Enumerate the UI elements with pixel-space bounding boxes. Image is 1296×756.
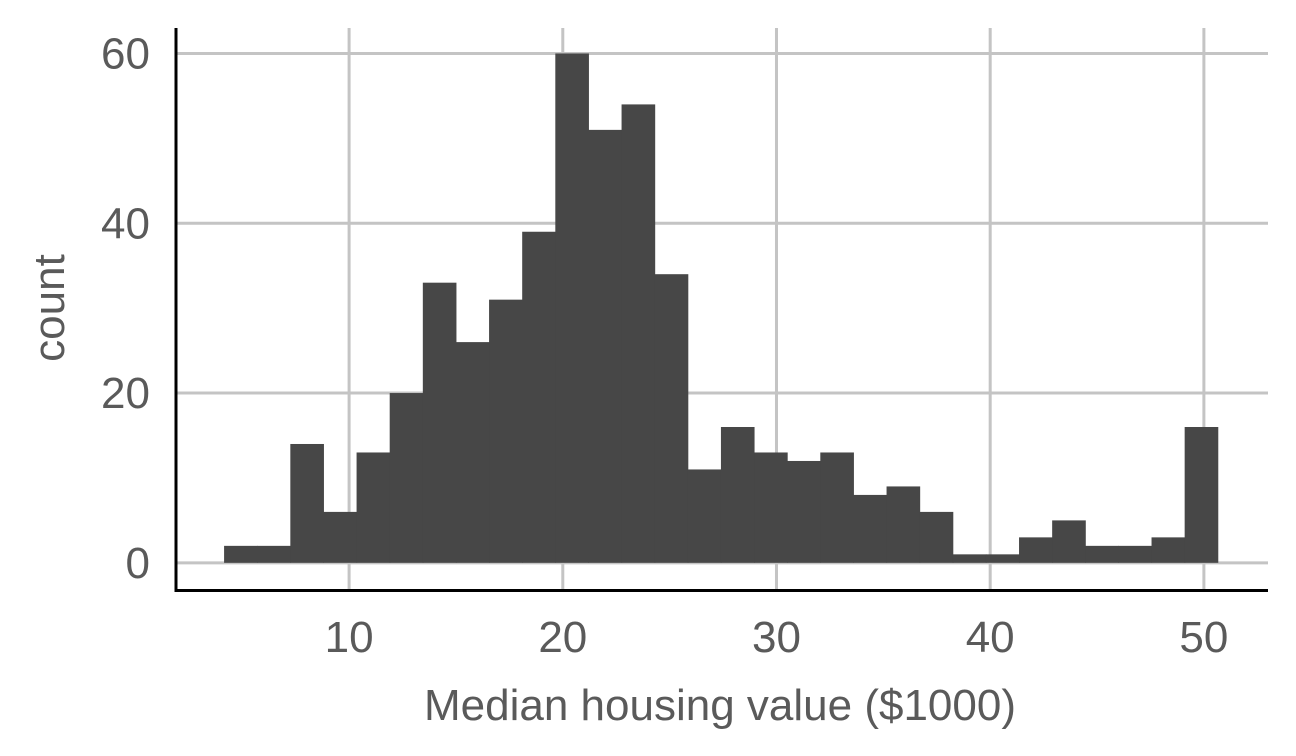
y-tick-label-20: 20	[101, 369, 150, 418]
histogram-bar-19	[853, 494, 888, 563]
x-tick-label-50: 50	[1179, 613, 1228, 662]
histogram-bar-9	[522, 231, 556, 563]
histogram-bar-27	[1118, 545, 1153, 563]
histogram-bar-13	[654, 274, 689, 563]
histogram-bar-24	[1019, 537, 1053, 563]
histogram-bar-4	[356, 452, 391, 563]
histogram-bar-18	[820, 452, 854, 563]
y-tick-label-0: 0	[126, 539, 150, 588]
histogram-bar-26	[1085, 545, 1119, 563]
histogram-bar-28	[1151, 537, 1186, 563]
x-axis-title: Median housing value ($1000)	[424, 681, 1016, 730]
histogram-bar-0	[224, 545, 258, 563]
x-tick-label-10: 10	[325, 613, 374, 662]
histogram-bar-17	[787, 460, 821, 563]
histogram-bar-23	[985, 554, 1020, 563]
y-tick-labels: 0 20 40 60	[101, 29, 150, 587]
x-tick-labels: 10 20 30 40 50	[325, 613, 1229, 662]
histogram-bar-29	[1184, 427, 1219, 563]
histogram-bar-22	[952, 554, 987, 563]
histogram-bar-15	[720, 427, 755, 563]
histogram-bars	[224, 53, 1219, 563]
y-tick-label-40: 40	[101, 199, 150, 248]
axes	[174, 28, 1268, 592]
histogram-bar-8	[489, 299, 523, 563]
histogram-bar-10	[555, 53, 589, 563]
y-tick-label-60: 60	[101, 29, 150, 78]
x-tick-label-40: 40	[966, 613, 1015, 662]
histogram-bar-1	[257, 545, 291, 563]
x-tick-label-30: 30	[752, 613, 801, 662]
histogram-bar-25	[1052, 520, 1086, 563]
histogram-bar-11	[588, 129, 623, 563]
y-axis-title: count	[25, 254, 74, 362]
histogram-bar-6	[422, 282, 457, 563]
histogram-bar-20	[886, 486, 921, 563]
histogram-bar-16	[754, 452, 788, 563]
histogram-bar-7	[455, 342, 490, 563]
histogram-bar-14	[687, 469, 722, 563]
histogram-bar-3	[323, 511, 358, 563]
histogram-bar-21	[919, 511, 954, 563]
histogram-bar-5	[389, 393, 424, 563]
x-tick-label-20: 20	[538, 613, 587, 662]
histogram-bar-12	[621, 104, 656, 563]
histogram-bar-2	[290, 443, 324, 563]
